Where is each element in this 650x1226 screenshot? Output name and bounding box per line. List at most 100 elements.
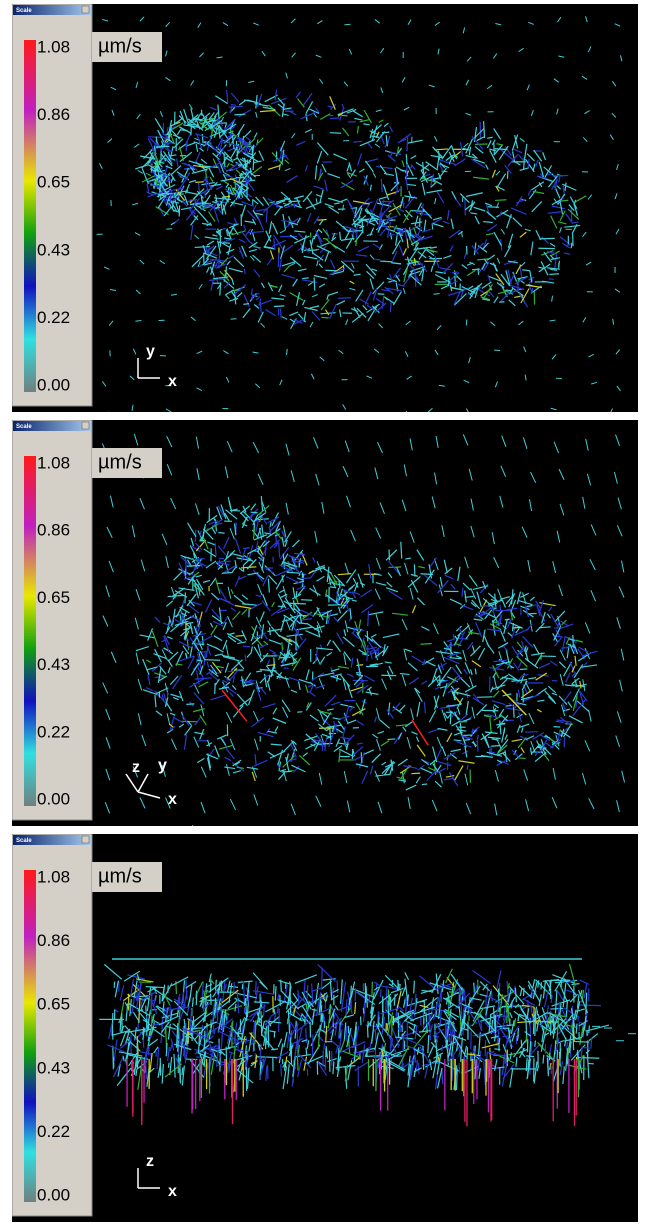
vector-glyph [367, 631, 368, 642]
vector-glyph [317, 219, 326, 220]
vector-glyph [242, 984, 243, 989]
vector-glyph [314, 277, 315, 290]
unit-label: µm/s [98, 451, 142, 473]
vector-glyph [281, 980, 282, 992]
close-button [82, 6, 89, 13]
vector-glyph [243, 646, 250, 647]
vector-glyph [340, 232, 341, 240]
vector-glyph [325, 270, 337, 271]
vector-glyph [466, 319, 467, 325]
vector-glyph [589, 1026, 590, 1034]
vector-glyph [495, 200, 506, 201]
vector-glyph [236, 636, 244, 637]
vector-glyph [294, 203, 295, 208]
vector-glyph [242, 1064, 243, 1070]
vector-panel: Scale1.080.860.650.430.220.00µm/syx [12, 4, 638, 412]
scale-tick-label: 1.08 [37, 867, 70, 886]
scale-tick-label: 0.65 [37, 588, 70, 607]
vector-glyph [422, 784, 427, 785]
vector-glyph [411, 773, 420, 774]
vector-glyph [193, 204, 201, 205]
vector-glyph [168, 1063, 169, 1068]
color-bar [24, 40, 36, 392]
vector-glyph [151, 993, 152, 1013]
vector-glyph [488, 207, 499, 208]
vector-glyph [223, 1014, 224, 1031]
vector-glyph [256, 1057, 278, 1058]
vector-glyph [454, 690, 455, 700]
vector-glyph [502, 1006, 524, 1007]
vector-glyph [586, 993, 587, 1015]
vector-glyph [181, 130, 187, 131]
vector-glyph [356, 232, 357, 238]
scale-tick-label: 0.43 [37, 240, 70, 259]
vector-glyph [330, 728, 331, 741]
vector-glyph [261, 1011, 262, 1036]
vector-glyph [381, 179, 382, 192]
vector-glyph [196, 994, 197, 1006]
vector-glyph [464, 740, 470, 741]
vector-glyph [525, 732, 538, 733]
vector-glyph [449, 1035, 450, 1043]
scale-tick-label: 1.08 [37, 453, 70, 472]
vector-glyph [345, 599, 352, 600]
vector-glyph [213, 1025, 214, 1033]
vector-glyph [163, 123, 164, 135]
vector-glyph [344, 24, 350, 25]
vector-glyph [297, 1057, 298, 1071]
vector-glyph [472, 269, 480, 270]
vector-glyph [462, 735, 472, 736]
vector-glyph [204, 660, 220, 661]
color-bar [24, 456, 36, 806]
vector-panel: Scale1.080.860.650.430.220.00µm/szyx [12, 420, 638, 826]
vector-glyph [202, 134, 203, 143]
vector-glyph [197, 652, 208, 653]
vector-glyph [420, 644, 431, 645]
vector-glyph [491, 746, 501, 747]
vector-glyph [238, 1050, 244, 1051]
vector-glyph [539, 238, 554, 239]
vector-glyph [282, 771, 292, 772]
vector-glyph [442, 1045, 443, 1051]
vector-glyph [226, 266, 227, 276]
unit-label: µm/s [98, 865, 142, 887]
scale-tick-label: 1.08 [37, 37, 70, 56]
scale-tick-label: 0.00 [37, 789, 70, 808]
vector-glyph [406, 154, 407, 165]
vector-glyph [521, 1040, 522, 1049]
axis-label: y [158, 757, 167, 774]
vector-glyph [513, 627, 522, 628]
vector-glyph [399, 984, 400, 990]
scale-tick-label: 0.22 [37, 308, 70, 327]
vector-glyph [500, 605, 501, 610]
vector-glyph [591, 1038, 592, 1049]
vector-glyph [148, 137, 161, 138]
vector-panel: Scale1.080.860.650.430.220.00µm/szx [12, 834, 638, 1222]
vector-glyph [451, 1017, 452, 1036]
close-button [82, 836, 89, 843]
vector-glyph [231, 105, 236, 106]
vector-glyph [356, 665, 363, 666]
vector-glyph [388, 739, 396, 740]
scale-tick-label: 0.00 [37, 375, 70, 394]
vector-glyph [323, 239, 328, 240]
vector-glyph [380, 989, 381, 997]
vector-glyph [423, 1046, 424, 1070]
vector-glyph [275, 986, 276, 1000]
vector-glyph [271, 1049, 278, 1050]
vector-glyph [570, 1050, 571, 1058]
vector-glyph [582, 1048, 590, 1049]
scale-tick-label: 0.86 [37, 931, 70, 950]
vector-glyph [228, 671, 235, 672]
vector-glyph [564, 737, 565, 747]
vector-glyph [494, 142, 495, 154]
axis-label: x [168, 791, 177, 808]
scale-title: Scale [16, 838, 32, 844]
vector-glyph [330, 133, 341, 134]
vector-glyph [237, 198, 242, 199]
vector-glyph [520, 669, 528, 670]
vector-glyph [219, 558, 224, 559]
vector-glyph [260, 302, 261, 313]
vector-glyph [256, 981, 257, 994]
vector-glyph [495, 1049, 501, 1050]
